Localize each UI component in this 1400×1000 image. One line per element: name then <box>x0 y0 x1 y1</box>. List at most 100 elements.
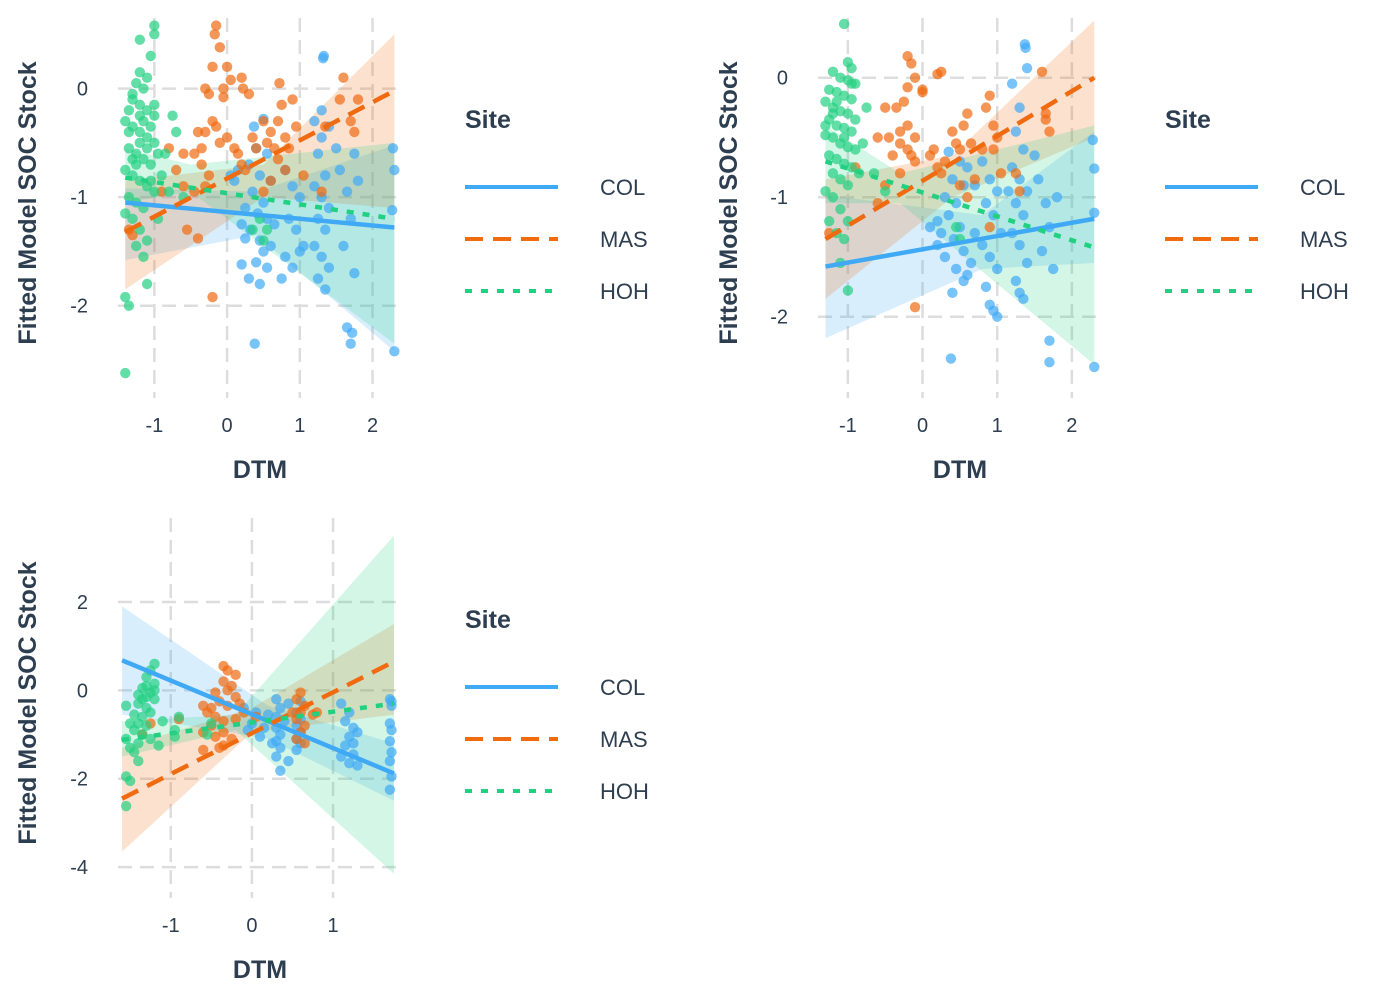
data-point-hoh <box>134 34 146 45</box>
data-point-mas <box>906 58 917 69</box>
data-point-col <box>352 760 363 771</box>
data-point-col <box>258 246 269 257</box>
data-point-mas <box>1044 126 1055 137</box>
data-point-col <box>265 240 276 252</box>
data-point-hoh <box>120 115 131 127</box>
data-point-hoh <box>846 78 857 89</box>
data-point-hoh <box>950 221 962 233</box>
data-point-mas <box>995 168 1007 179</box>
data-point-hoh <box>846 162 857 173</box>
data-point-mas <box>902 82 913 93</box>
data-point-col <box>932 215 943 227</box>
data-point-col <box>240 233 251 244</box>
data-point-mas <box>210 731 221 742</box>
data-point-col <box>330 143 342 154</box>
data-point-col <box>254 170 266 181</box>
data-point-col <box>243 273 255 284</box>
data-point-col <box>290 224 302 235</box>
data-point-hoh <box>149 20 160 31</box>
data-point-col <box>312 273 324 284</box>
data-point-hoh <box>831 153 842 165</box>
data-point-col <box>283 755 294 767</box>
x-tick-label: 1 <box>992 415 1003 437</box>
y-axis-title: Fitted Model SOC Stock <box>14 61 42 344</box>
data-point-mas <box>222 665 233 676</box>
data-point-col <box>939 251 951 263</box>
data-point-col <box>316 105 327 116</box>
data-point-col <box>261 148 273 159</box>
data-point-hoh <box>133 738 144 749</box>
data-point-mas <box>936 168 947 179</box>
data-point-mas <box>274 77 285 89</box>
data-point-col <box>280 251 291 263</box>
data-point-col <box>271 693 282 705</box>
data-point-mas <box>988 120 999 131</box>
x-tick-label: 2 <box>1066 415 1077 437</box>
data-point-mas <box>258 115 269 127</box>
legend-label-hoh: HOH <box>600 779 649 804</box>
confidence-bands <box>122 535 394 874</box>
data-point-mas <box>298 170 309 181</box>
data-point-mas <box>181 224 193 235</box>
legend-label-mas: MAS <box>600 227 648 252</box>
data-point-hoh <box>261 224 273 235</box>
data-point-col <box>386 204 398 216</box>
data-point-col <box>254 731 266 742</box>
data-point-mas <box>261 137 273 149</box>
x-tick-labels: -1 0 1 2 <box>839 415 1077 437</box>
data-point-col <box>958 245 969 257</box>
data-point-mas <box>909 301 921 313</box>
data-point-col <box>1036 245 1048 257</box>
data-point-mas <box>192 233 204 244</box>
data-point-col <box>320 284 331 295</box>
data-point-col <box>320 224 331 235</box>
data-point-mas <box>218 83 229 94</box>
data-point-mas <box>243 88 255 100</box>
data-point-col <box>340 740 351 751</box>
data-point-col <box>250 257 262 268</box>
x-axis-title: DTM <box>233 956 287 984</box>
data-point-col <box>340 716 351 727</box>
data-point-mas <box>156 186 167 197</box>
data-point-hoh <box>206 718 217 729</box>
data-point-hoh <box>149 29 160 40</box>
data-point-mas <box>265 175 276 187</box>
data-point-col <box>1010 275 1022 287</box>
data-point-col <box>1010 126 1022 137</box>
data-point-col <box>261 262 273 273</box>
legend-label-hoh: HOH <box>600 279 649 304</box>
fit-line-mas <box>121 659 395 801</box>
data-point-col <box>254 278 266 290</box>
data-point-mas <box>218 727 229 738</box>
data-point-col <box>247 186 258 197</box>
data-point-col <box>1010 198 1022 209</box>
data-point-mas <box>207 115 218 127</box>
data-point-hoh <box>149 110 160 121</box>
confidence-band-col <box>122 606 394 801</box>
data-point-mas <box>980 102 992 113</box>
data-point-col <box>345 338 356 349</box>
data-point-col <box>352 175 364 187</box>
data-point-hoh <box>831 96 842 107</box>
data-point-hoh <box>141 278 153 290</box>
data-point-col <box>269 219 280 230</box>
fit-lines <box>124 88 396 234</box>
data-point-mas <box>207 291 218 303</box>
data-point-col <box>275 765 286 776</box>
y-tick-labels: 2 0 -2 -4 <box>70 592 88 879</box>
plot-panel-top-left: -1 0 1 2 0 -1 -2 DTM Fitted Model SOC Stock S… <box>14 18 649 484</box>
data-point-hoh <box>145 175 156 187</box>
data-point-mas <box>1014 186 1025 197</box>
data-point-hoh <box>820 96 831 107</box>
data-point-col <box>318 50 330 62</box>
data-point-col <box>958 275 969 287</box>
data-point-col <box>267 738 278 749</box>
fit-line-mas <box>124 88 396 234</box>
data-point-hoh <box>842 180 854 191</box>
data-point-col <box>236 259 247 270</box>
y-tick-label: 0 <box>77 79 88 101</box>
data-point-mas <box>202 707 213 718</box>
data-point-col <box>386 771 397 782</box>
data-point-col <box>287 262 298 273</box>
